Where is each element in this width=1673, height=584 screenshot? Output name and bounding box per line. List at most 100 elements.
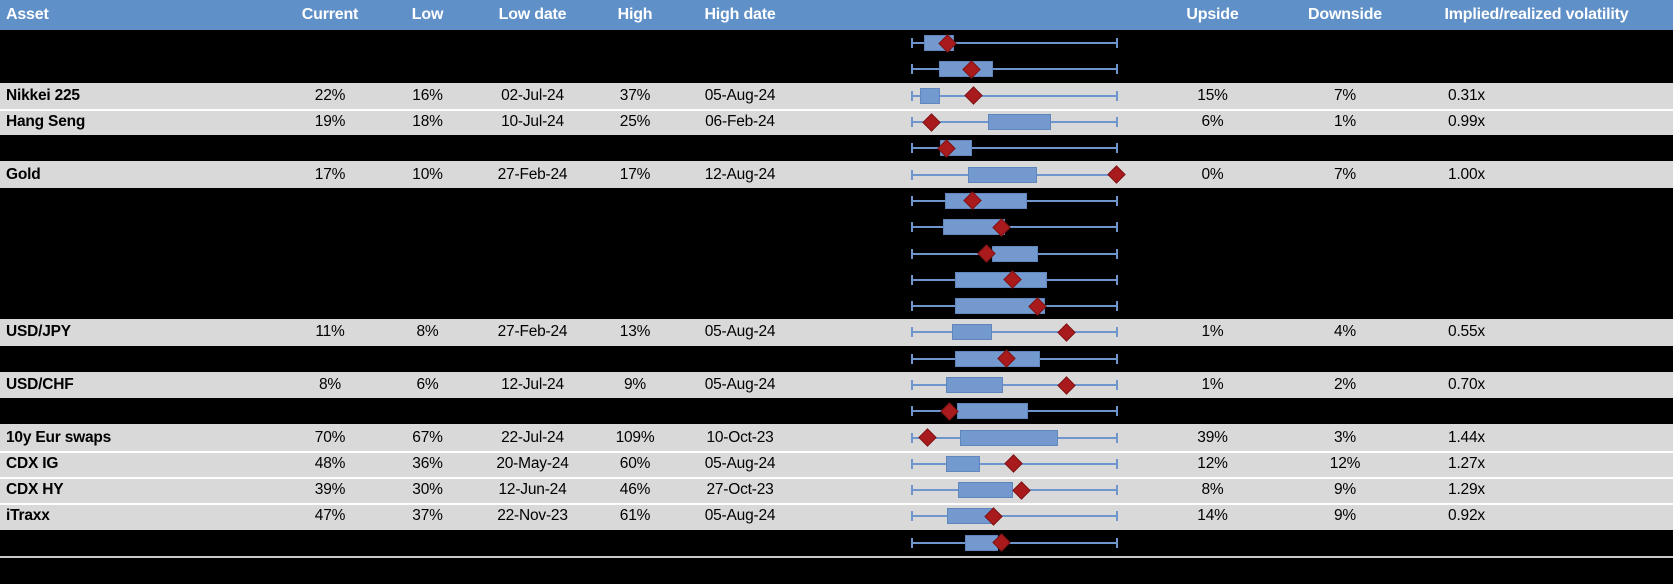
current-volatility — [280, 30, 380, 56]
asset-name — [0, 293, 280, 319]
current-marker-diamond — [918, 428, 937, 447]
downside-value: 2% — [1333, 376, 1356, 393]
whisker-cap-left — [911, 353, 913, 364]
upside-value — [1135, 293, 1290, 319]
iqr-box — [959, 429, 1058, 446]
high-volatility — [590, 56, 680, 82]
whisker-line — [912, 68, 1117, 71]
low-date: 12-Jul-24 — [501, 376, 564, 393]
downside-value — [1290, 240, 1400, 266]
high-volatility — [590, 30, 680, 56]
implied-realized-vol-value: 0.55x — [1448, 323, 1485, 341]
implied-realized-vol-value: 0.99x — [1448, 113, 1485, 131]
whisker-cap-left — [911, 485, 913, 496]
low-volatility — [380, 135, 475, 161]
whisker-cap-left — [911, 90, 913, 101]
downside-value — [1290, 135, 1400, 161]
upside-value — [1135, 240, 1290, 266]
upside-value — [1135, 346, 1290, 372]
implied-realized-vol-value: 1.44x — [1448, 428, 1485, 446]
whisker-line — [912, 384, 1117, 386]
low-volatility: 16% — [412, 86, 443, 104]
implied-realized-vol-value — [1400, 267, 1673, 293]
range-chart-cell — [800, 161, 1135, 187]
whisker-cap-right — [1116, 38, 1118, 49]
whisker-cap-left — [911, 327, 913, 338]
whisker-cap-right — [1116, 353, 1118, 364]
row-hidden — [0, 135, 1673, 162]
row-usd-jpy: USD/JPY 11% 8% 27-Feb-24 13% 05-Aug-24 1% 4% 0.5… — [0, 319, 1673, 346]
high-volatility — [590, 188, 680, 214]
whisker-cap-left — [911, 537, 913, 548]
current-volatility — [280, 346, 380, 372]
iqr-box — [991, 245, 1039, 262]
range-boxplot — [911, 240, 1118, 266]
current-volatility — [280, 293, 380, 319]
asset-name — [0, 398, 280, 424]
upside-value — [1135, 30, 1290, 56]
implied-realized-vol-value — [1400, 293, 1673, 319]
asset-name: iTraxx — [6, 507, 50, 525]
downside-value — [1290, 214, 1400, 240]
range-chart-cell — [800, 83, 1135, 109]
low-date: 12-Jun-24 — [498, 481, 567, 499]
row-itraxx: iTraxx 47% 37% 22-Nov-23 61% 05-Aug-24 14% 9% 0.… — [0, 503, 1673, 530]
asset-name: USD/JPY — [6, 323, 71, 341]
high-volatility: 61% — [619, 507, 651, 525]
range-boxplot — [911, 267, 1118, 293]
asset-name: CDX HY — [6, 481, 64, 499]
current-marker-diamond — [963, 86, 983, 105]
high-date — [680, 30, 800, 56]
implied-realized-vol-value: 1.29x — [1448, 481, 1485, 499]
implied-realized-vol-value: 1.00x — [1448, 165, 1485, 183]
low-date: 10-Jul-24 — [501, 113, 564, 131]
iqr-box — [955, 271, 1048, 288]
high-volatility: 109% — [615, 428, 655, 446]
low-volatility — [380, 293, 475, 319]
low-volatility — [380, 346, 475, 372]
col-header-implied-realized-volatility: Implied/realized volatility — [1444, 6, 1629, 23]
low-volatility: 6% — [416, 376, 439, 393]
range-boxplot — [911, 214, 1118, 240]
current-marker-diamond — [1004, 454, 1023, 474]
low-volatility: 36% — [412, 454, 443, 472]
high-date — [680, 135, 800, 161]
low-date — [475, 135, 590, 161]
downside-value: 7% — [1333, 86, 1356, 104]
current-marker-diamond — [1012, 480, 1031, 500]
col-header-current: Current — [301, 6, 359, 23]
low-volatility: 37% — [412, 507, 443, 525]
col-header-upside: Upside — [1186, 6, 1239, 23]
range-chart-cell — [800, 30, 1135, 56]
current-volatility: 48% — [314, 454, 346, 472]
range-chart-cell — [800, 477, 1135, 503]
col-header-low: Low — [411, 6, 444, 23]
current-volatility — [280, 267, 380, 293]
asset-name: CDX IG — [6, 454, 59, 472]
low-date — [475, 30, 590, 56]
whisker-line — [912, 94, 1117, 97]
current-volatility: 70% — [314, 428, 346, 446]
implied-realized-vol-value: 0.31x — [1448, 86, 1485, 104]
asset-name — [0, 188, 280, 214]
col-header-asset: Asset — [6, 6, 49, 23]
row-hidden — [0, 214, 1673, 241]
high-date — [680, 293, 800, 319]
range-boxplot — [911, 83, 1118, 109]
implied-realized-vol-value — [1400, 398, 1673, 424]
whisker-cap-right — [1116, 64, 1118, 75]
upside-value: 8% — [1201, 481, 1224, 499]
implied-realized-vol-value — [1400, 30, 1673, 56]
current-volatility: 8% — [318, 376, 341, 393]
range-chart-cell — [800, 503, 1135, 529]
upside-value: 0% — [1201, 165, 1224, 183]
range-boxplot — [911, 346, 1118, 372]
range-boxplot — [911, 503, 1118, 529]
low-date — [475, 240, 590, 266]
row-hidden — [0, 56, 1673, 83]
whisker-cap-right — [1116, 143, 1118, 154]
whisker-cap-left — [911, 248, 913, 259]
whisker-cap-right — [1116, 485, 1118, 496]
current-volatility — [280, 56, 380, 82]
asset-name — [0, 240, 280, 266]
